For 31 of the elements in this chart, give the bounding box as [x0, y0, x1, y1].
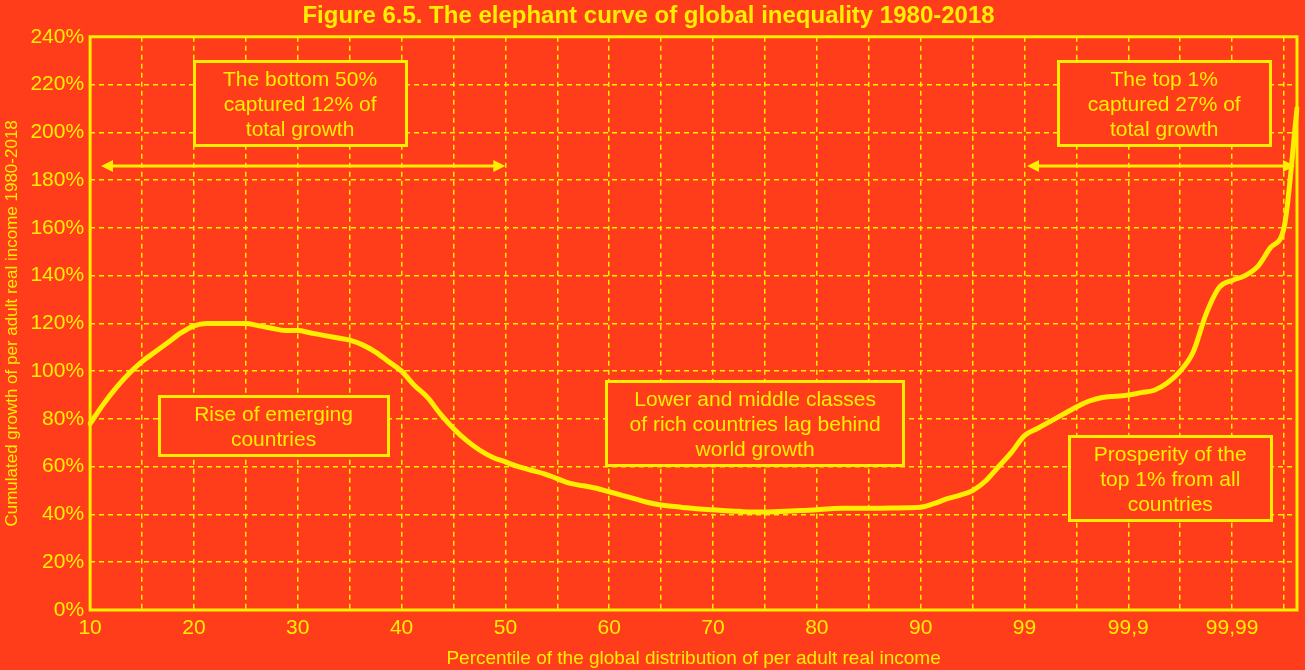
chart-title: Figure 6.5. The elephant curve of global inequality 1980-2018	[302, 1, 995, 29]
text-box: Rise of emerging countries	[157, 395, 390, 458]
x-tick-label: 99	[1012, 615, 1037, 639]
y-tick-label: 120%	[30, 310, 85, 334]
y-tick-label: 100%	[30, 357, 85, 381]
x-tick-label: 99,9	[1107, 615, 1149, 639]
x-tick-label: 30	[286, 615, 310, 639]
x-tick-label: 90	[908, 615, 933, 639]
y-tick-label: 80%	[42, 405, 85, 429]
text-box: Lower and middle classes of rich countries lag behind world growth	[605, 379, 906, 468]
y-tick-label: 160%	[30, 214, 85, 238]
text-box: The top 1% captured 27% of total growth	[1056, 59, 1272, 148]
text-box: Prosperity of the top 1% from all countries	[1067, 434, 1273, 523]
y-tick-label: 40%	[42, 501, 85, 525]
y-tick-label: 20%	[42, 549, 85, 573]
y-axis-title: Cumulated growth of per adult real income 1980-2018	[1, 120, 21, 527]
x-tick-label: 80	[805, 615, 829, 639]
x-tick-label: 40	[389, 615, 414, 639]
y-tick-label: 200%	[30, 119, 85, 143]
x-tick-label: 50	[493, 615, 518, 639]
x-axis-title: Percentile of the global distribution of per adult real income	[446, 646, 941, 668]
x-tick-label: 60	[597, 615, 621, 639]
x-tick-label: 99,99	[1205, 615, 1259, 639]
text-box: The bottom 50% captured 12% of total growth	[192, 59, 408, 148]
y-tick-label: 220%	[30, 71, 85, 95]
y-tick-label: 180%	[30, 166, 85, 190]
y-tick-label: 140%	[30, 262, 85, 286]
y-tick-label: 240%	[30, 23, 85, 47]
y-tick-label: 60%	[42, 453, 85, 477]
x-tick-label: 70	[701, 615, 725, 639]
x-tick-label: 20	[182, 615, 206, 639]
